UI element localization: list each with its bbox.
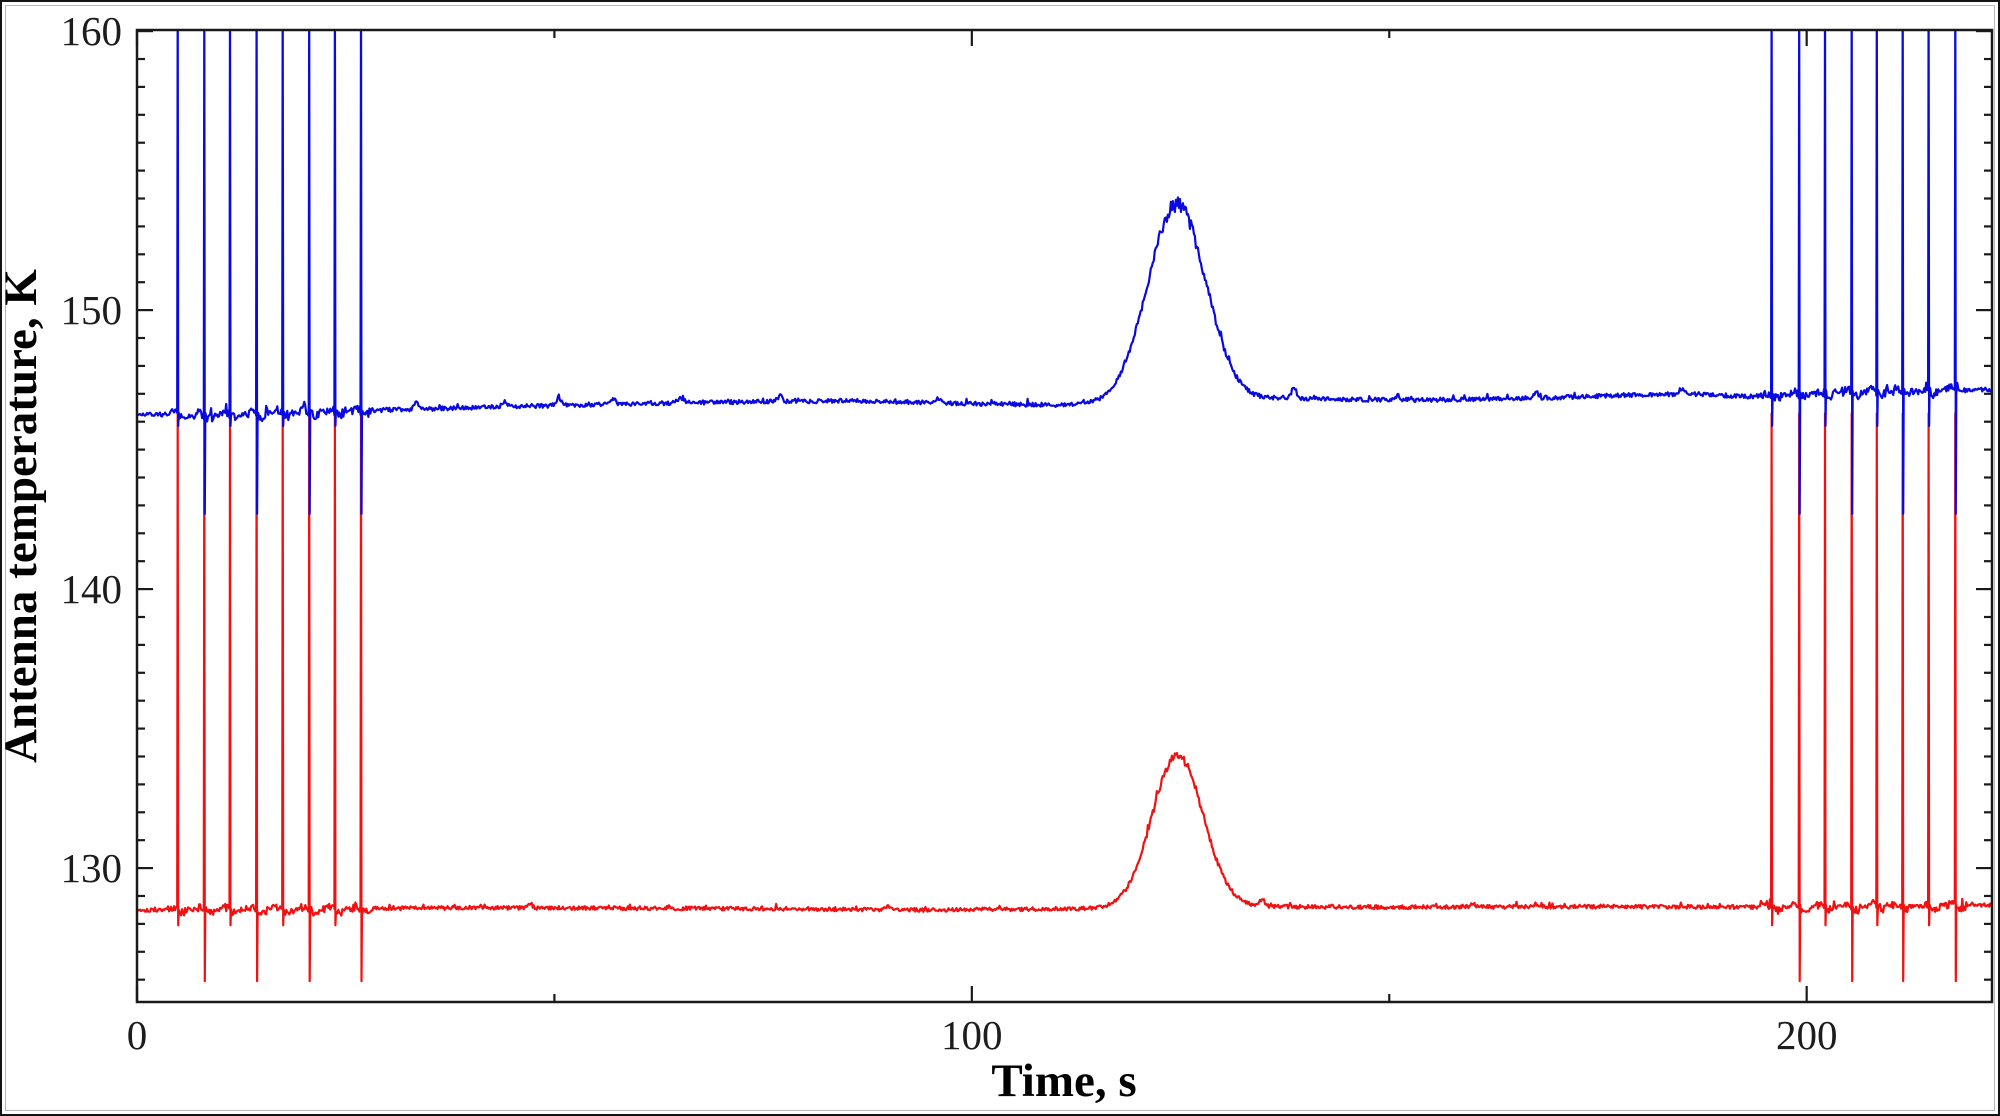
y-axis-title: Antenna temperature, K	[0, 269, 47, 763]
y-tick-label: 140	[61, 566, 123, 612]
trace-channel-red	[137, 412, 1992, 983]
plot-traces	[137, 30, 1992, 983]
axis-tick-labels: 0 100 200 130 140 150 160	[61, 8, 1838, 1058]
y-tick-label: 160	[61, 8, 123, 54]
y-tick-label: 150	[61, 287, 123, 333]
x-tick-label: 0	[127, 1012, 148, 1058]
x-tick-label: 100	[941, 1012, 1003, 1058]
x-tick-label: 200	[1776, 1012, 1838, 1058]
plot-spines	[135, 28, 1994, 1004]
axis-ticks	[135, 30, 1992, 1002]
x-axis-title: Time, s	[991, 1055, 1136, 1107]
y-tick-label: 130	[61, 845, 123, 891]
figure-inner-border	[5, 5, 1995, 1111]
trace-channel-blue	[137, 30, 1992, 515]
